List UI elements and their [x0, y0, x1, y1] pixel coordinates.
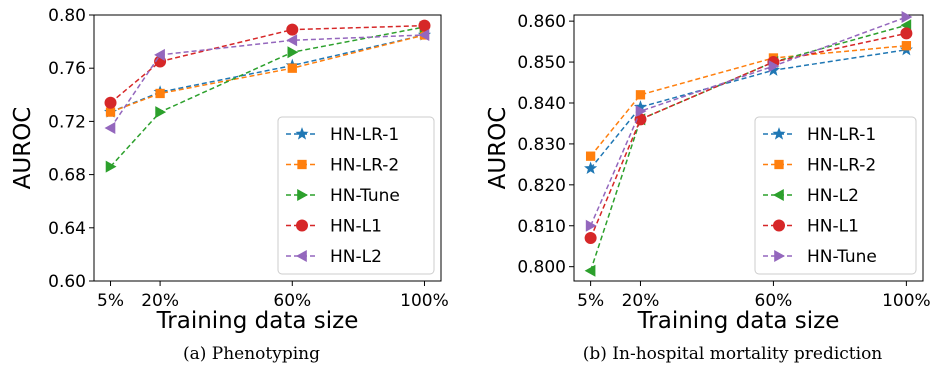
data-point — [105, 160, 117, 173]
x-axis-label: Training data size — [637, 308, 840, 334]
series-line — [589, 16, 907, 227]
series-line — [589, 32, 907, 239]
data-point — [418, 19, 431, 32]
legend-marker — [773, 219, 785, 232]
legend: HN-LR-1 HN-LR-2 HN-L2 HN-L1 HN-Tune — [754, 116, 917, 275]
legend-label: HN-LR-1 — [807, 125, 876, 145]
y-tick-label: 0.68 — [48, 166, 86, 186]
legend-marker — [296, 219, 308, 232]
data-point — [900, 27, 913, 40]
x-tick-label: 100% — [882, 291, 931, 311]
series-line — [590, 44, 907, 157]
panel-mortality: 0.800 0.810 0.820 0.830 0.840 0.850 0.860 5% 20%… — [485, 11, 931, 364]
x-tick-label: 5% — [577, 291, 604, 311]
y-tick-label: 0.820 — [517, 176, 566, 196]
data-point — [418, 28, 430, 41]
legend-marker — [773, 189, 784, 201]
series-line — [109, 26, 425, 168]
legend-box — [754, 116, 917, 275]
data-point — [286, 23, 299, 36]
data-point — [901, 41, 912, 51]
data-point — [155, 106, 167, 119]
y-tick-label: 0.800 — [517, 258, 566, 278]
y-tick-label: 0.810 — [517, 217, 566, 237]
data-point — [105, 107, 116, 117]
legend: HN-LR-1 HN-LR-2 HN-Tune HN-L1 HN-L2 — [277, 116, 435, 275]
data-point — [634, 113, 647, 126]
x-tick-label: 100% — [400, 291, 449, 311]
y-tick-label: 0.64 — [48, 219, 86, 239]
legend-marker — [296, 250, 307, 262]
legend-label: HN-Tune — [330, 186, 400, 206]
data-point — [287, 46, 299, 59]
series-line — [110, 24, 425, 104]
y-tick-label: 0.60 — [48, 272, 86, 292]
legend-marker — [774, 159, 784, 170]
legend-marker — [297, 159, 307, 170]
data-point — [635, 90, 646, 100]
series-line — [110, 34, 425, 113]
legend-label: HN-LR-2 — [330, 156, 399, 176]
x-tick-label: 20% — [622, 291, 660, 311]
data-point — [584, 232, 597, 245]
y-tick-label: 0.850 — [517, 53, 566, 73]
legend-marker — [297, 189, 308, 201]
x-tick-label: 60% — [273, 291, 311, 311]
data-point — [635, 105, 647, 118]
data-point — [286, 34, 298, 47]
legend-box — [277, 116, 435, 275]
legend-marker — [295, 127, 309, 140]
data-point — [584, 264, 596, 277]
data-point — [585, 219, 597, 232]
legend-label: HN-Tune — [807, 247, 877, 267]
y-tick-label: 0.860 — [517, 12, 566, 32]
data-point — [585, 151, 596, 161]
legend-label: HN-LR-2 — [807, 156, 876, 176]
x-axis-label: Training data size — [156, 308, 359, 334]
data-point — [104, 122, 116, 135]
x-tick-label: 20% — [141, 291, 179, 311]
legend-label: HN-LR-1 — [330, 125, 399, 145]
data-point — [768, 60, 780, 73]
data-point — [155, 88, 165, 99]
x-tick-label: 60% — [755, 291, 793, 311]
y-axis-label: AUROC — [485, 107, 511, 190]
y-tick-label: 0.80 — [48, 6, 86, 26]
x-tick-label: 5% — [97, 291, 124, 311]
legend-label: HN-L1 — [807, 217, 859, 237]
y-tick-label: 0.840 — [517, 94, 566, 114]
y-tick-label: 0.830 — [517, 135, 566, 155]
data-point — [154, 48, 165, 61]
plot-frame — [93, 14, 442, 282]
panel-caption: (b) In-hospital mortality prediction — [583, 344, 883, 364]
data-point — [766, 63, 780, 76]
y-tick-label: 0.72 — [48, 112, 86, 132]
y-axis-label: AUROC — [10, 107, 36, 190]
legend-marker — [774, 250, 785, 262]
data-point — [104, 96, 117, 109]
series-line — [109, 34, 425, 129]
legend-label: HN-L1 — [330, 217, 382, 237]
panel-phenotyping: 0.60 0.64 0.68 0.72 0.76 0.80 5% 20% 60% 100% AURO… — [10, 6, 449, 364]
data-point — [287, 63, 297, 73]
legend-marker — [772, 127, 786, 140]
data-point — [584, 161, 598, 175]
y-tick-label: 0.76 — [48, 59, 86, 79]
plot-frame — [573, 14, 924, 282]
data-point — [633, 100, 648, 113]
panel-caption: (a) Phenotyping — [183, 344, 320, 364]
data-point — [901, 11, 913, 24]
legend-label: HN-L2 — [807, 186, 859, 206]
legend-label: HN-L2 — [330, 247, 382, 267]
